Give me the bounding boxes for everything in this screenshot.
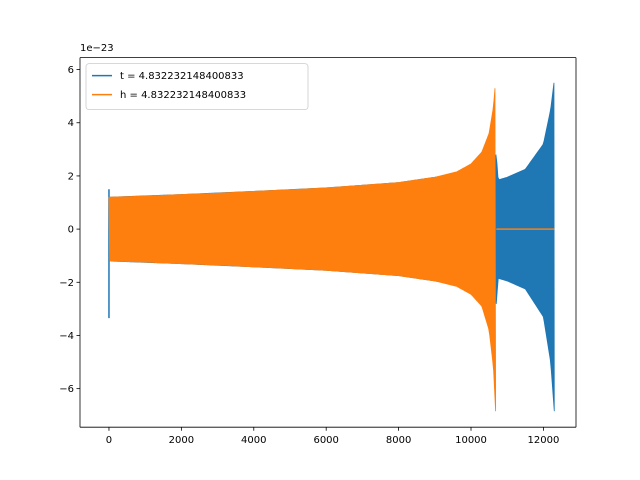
legend-label: t = 4.832232148400833 xyxy=(120,71,244,82)
plot-area xyxy=(108,82,555,412)
y-tick-label: −4 xyxy=(59,331,74,342)
legend-label: h = 4.832232148400833 xyxy=(120,90,246,101)
legend-box xyxy=(85,63,309,110)
x-tick-label: 4000 xyxy=(241,435,266,446)
x-tick-label: 2000 xyxy=(169,435,194,446)
y-tick-label: 2 xyxy=(68,171,74,182)
x-tick-label: 12000 xyxy=(528,435,560,446)
x-tick-label: 6000 xyxy=(313,435,338,446)
y-offset-label: 1e−23 xyxy=(80,43,114,54)
y-tick-label: 4 xyxy=(68,118,74,129)
y-tick-label: −6 xyxy=(59,384,74,395)
y-tick-label: 6 xyxy=(68,65,74,76)
legend: t = 4.832232148400833 h = 4.8322321484008… xyxy=(85,63,309,110)
y-tick-label: 0 xyxy=(68,225,74,236)
x-tick-label: 0 xyxy=(106,435,112,446)
x-tick-label: 10000 xyxy=(455,435,487,446)
x-tick-label: 8000 xyxy=(386,435,411,446)
axes: 0 2000 4000 6000 8000 10000 12000 −6 −4 −2 0 2 4 6 xyxy=(59,57,577,446)
series-h-oscillation xyxy=(108,88,497,412)
y-tick-label: −2 xyxy=(59,278,74,289)
